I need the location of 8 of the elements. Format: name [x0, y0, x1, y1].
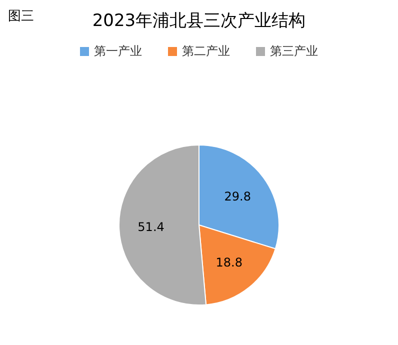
legend-label: 第三产业	[270, 44, 318, 58]
data-label: 18.8	[216, 255, 242, 270]
legend-label: 第二产业	[182, 44, 230, 58]
data-label: 51.4	[138, 220, 164, 234]
text: 图三	[8, 9, 34, 24]
legend-label: 第一产业	[94, 44, 142, 58]
data-label: 29.8	[224, 190, 252, 204]
chart-title: 2023年浦北县三次产业结构	[92, 11, 306, 31]
